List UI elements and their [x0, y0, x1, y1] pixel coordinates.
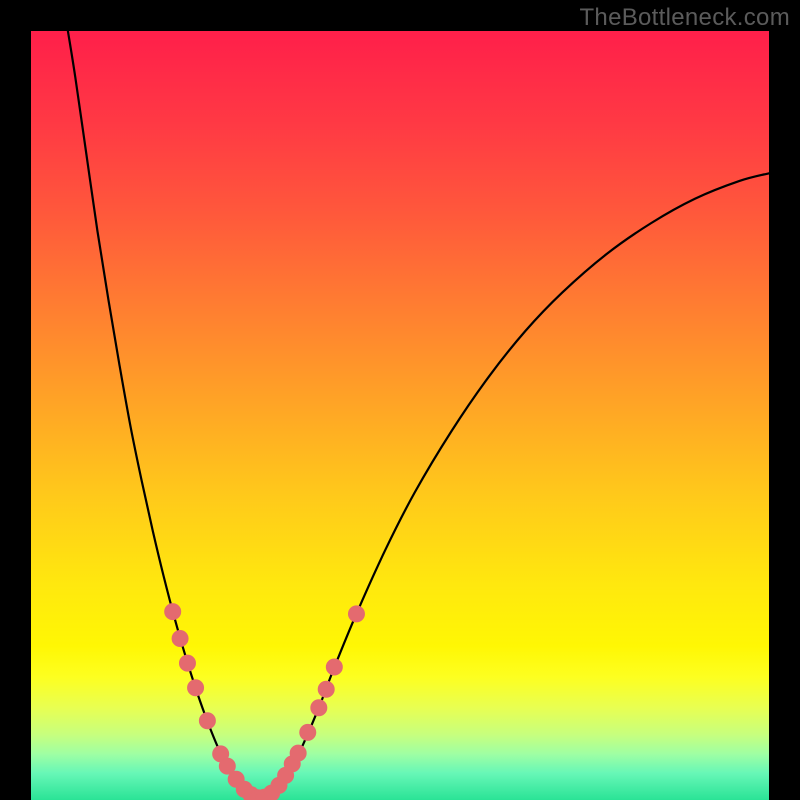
data-marker — [300, 724, 316, 740]
frame-right — [769, 0, 800, 800]
plot-area — [0, 0, 800, 800]
watermark-text: TheBottleneck.com — [579, 4, 790, 32]
data-marker — [188, 680, 204, 696]
frame-left — [0, 0, 31, 800]
data-marker — [318, 681, 334, 697]
data-marker — [326, 659, 342, 675]
data-marker — [290, 745, 306, 761]
bottleneck-chart-figure: TheBottleneck.com — [0, 0, 800, 800]
data-marker — [311, 700, 327, 716]
gradient-background — [31, 31, 769, 800]
data-marker — [179, 655, 195, 671]
data-marker — [199, 713, 215, 729]
data-marker — [348, 606, 364, 622]
data-marker — [165, 604, 181, 620]
data-marker — [172, 631, 188, 647]
